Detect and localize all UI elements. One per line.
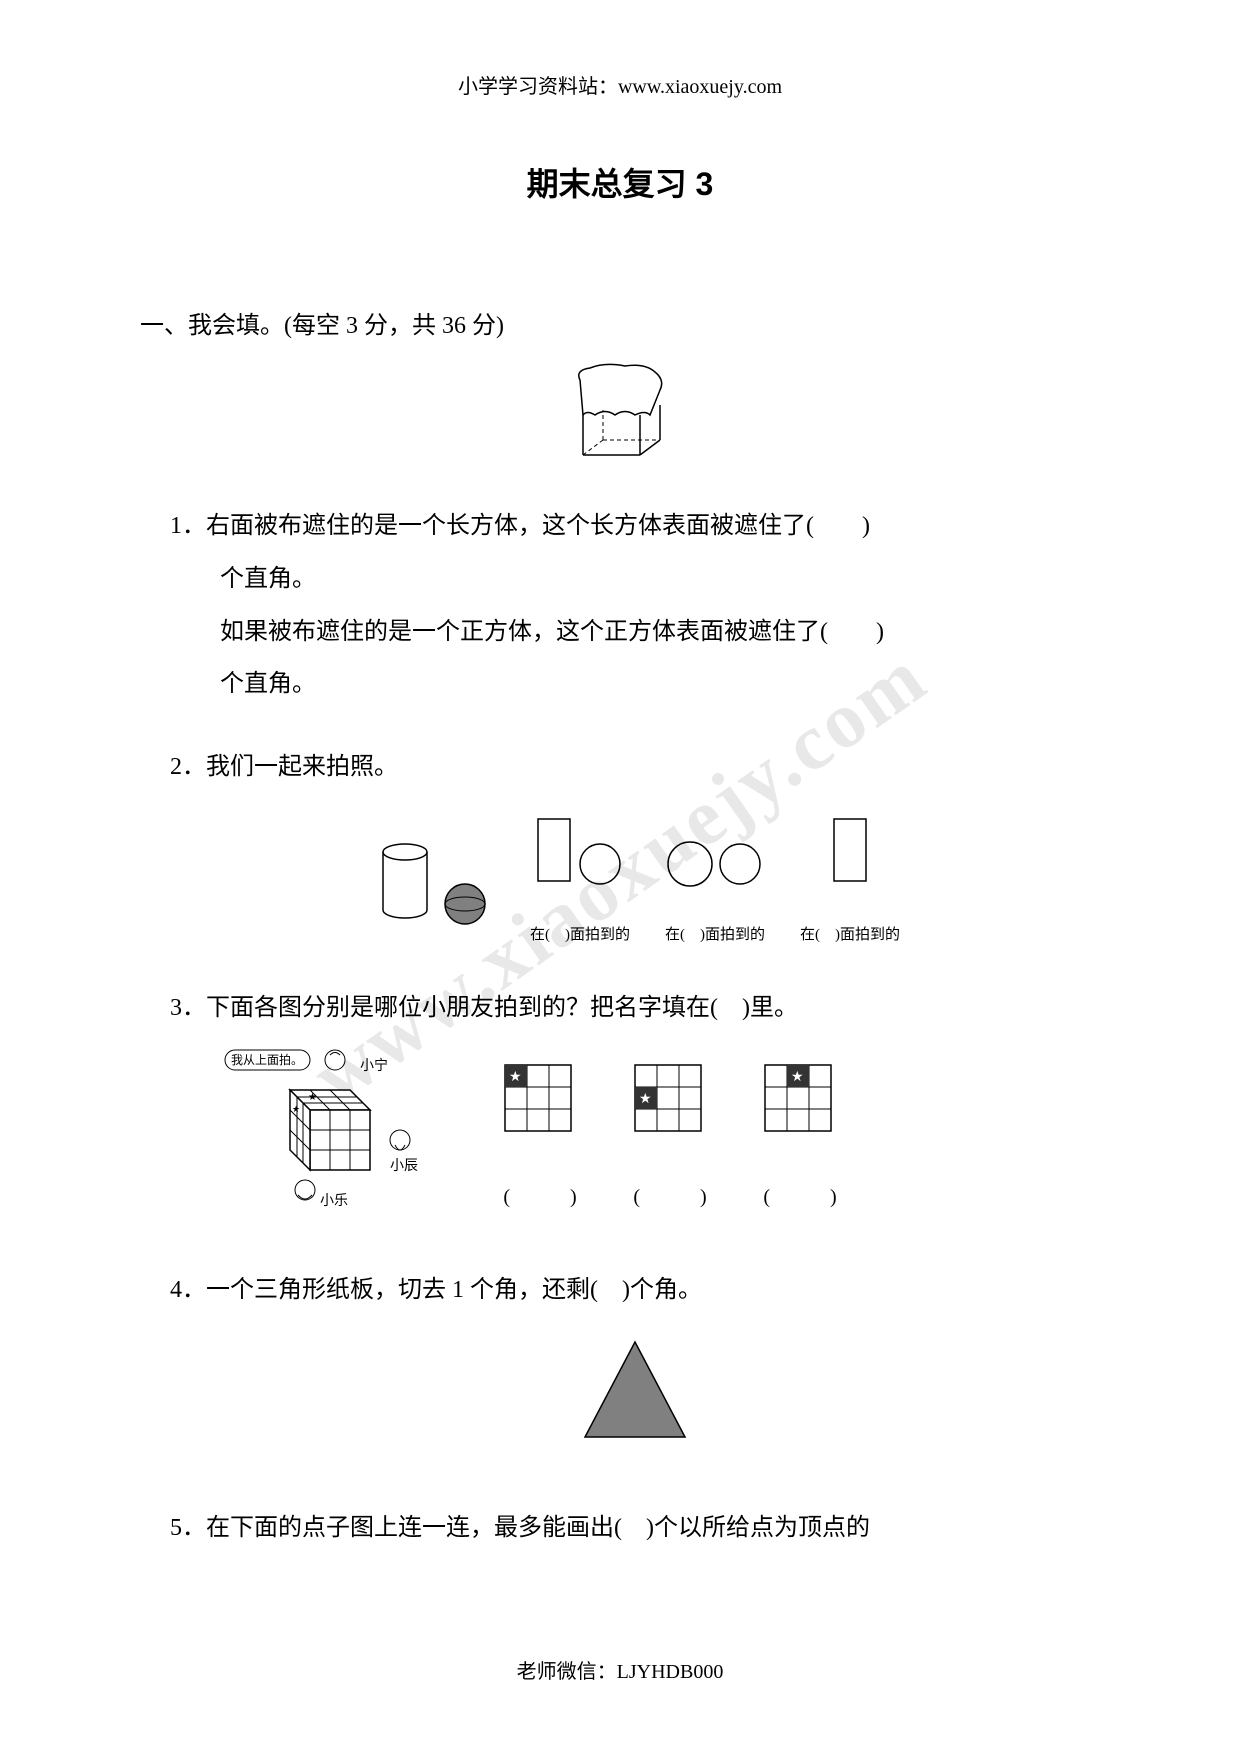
- question-2: 2．我们一起来拍照。: [140, 741, 1100, 952]
- q3-paren-2: ( ): [630, 1175, 710, 1219]
- question-5: 5．在下面的点子图上连一连，最多能画出( )个以所给点为顶点的: [140, 1502, 1100, 1555]
- q1-figure: [140, 360, 1100, 485]
- q4-figure: [170, 1332, 1100, 1472]
- q1-line3b: ): [876, 619, 884, 645]
- q3-paren-1: ( ): [500, 1175, 580, 1219]
- q1-line2: 个直角。: [170, 553, 1100, 606]
- q1-number: 1．: [170, 513, 206, 539]
- q3-name-1: 小宁: [360, 1057, 388, 1074]
- q2-cap2b: )面拍到的: [700, 927, 765, 943]
- q2-cap3a: 在(: [800, 927, 820, 943]
- q3-number: 3．: [170, 995, 206, 1021]
- q3-name-2: 小辰: [390, 1158, 418, 1174]
- q2-figures: 在( )面拍到的 在( )面拍到的 在( )面拍到的: [170, 809, 1100, 952]
- footer-text: 老师微信：LJYHDB000: [517, 1655, 724, 1684]
- q2-view-3: 在( )面拍到的: [800, 809, 900, 952]
- header-site-link: 小学学习资料站：www.xiaoxuejy.com: [140, 70, 1100, 99]
- q2-number: 2．: [170, 754, 206, 780]
- q3-paren-3: ( ): [760, 1175, 840, 1219]
- question-3: 3．下面各图分别是哪位小朋友拍到的？把名字填在( )里。 我从上面拍。 小宁: [140, 982, 1100, 1235]
- q2-view-2: 在( )面拍到的: [660, 809, 770, 952]
- section-1-heading: 一、我会填。(每空 3 分，共 36 分): [140, 305, 1100, 340]
- q1-line3a: 如果被布遮住的是一个正方体，这个正方体表面被遮住了(: [220, 619, 828, 645]
- q3-grid-1: ★ ( ): [500, 1060, 580, 1219]
- q2-text: 我们一起来拍照。: [206, 754, 398, 780]
- q3-grid-2: ★ ( ): [630, 1060, 710, 1219]
- q3-texta: 下面各图分别是哪位小朋友拍到的？把名字填在(: [206, 995, 718, 1021]
- q2-cap1a: 在(: [530, 927, 550, 943]
- question-1: 1．右面被布遮住的是一个长方体，这个长方体表面被遮住了( ) 个直角。 如果被布…: [140, 500, 1100, 711]
- q3-textb: )里。: [742, 995, 798, 1021]
- q5-number: 5．: [170, 1515, 206, 1541]
- page-title: 期末总复习 3: [140, 159, 1100, 205]
- q5-texta: 在下面的点子图上连一连，最多能画出(: [206, 1515, 622, 1541]
- svg-text:★: ★: [509, 1070, 522, 1085]
- svg-text:★: ★: [292, 1104, 300, 1114]
- q1-line4: 个直角。: [170, 658, 1100, 711]
- q1-line1b: ): [862, 513, 870, 539]
- svg-text:★: ★: [791, 1070, 804, 1085]
- q2-cap1b: )面拍到的: [565, 927, 630, 943]
- q4-textb: )个角。: [622, 1277, 702, 1303]
- page-content: 小学学习资料站：www.xiaoxuejy.com 期末总复习 3 一、我会填。…: [140, 70, 1100, 1555]
- q4-texta: 一个三角形纸板，切去 1 个角，还剩(: [206, 1277, 598, 1303]
- q3-scene: 我从上面拍。 小宁 ★: [220, 1045, 450, 1235]
- q3-name-3: 小乐: [320, 1193, 348, 1209]
- q2-object: [370, 832, 500, 952]
- q1-line1a: 右面被布遮住的是一个长方体，这个长方体表面被遮住了(: [206, 513, 814, 539]
- svg-text:★: ★: [639, 1092, 652, 1107]
- q2-view-1: 在( )面拍到的: [530, 809, 630, 952]
- q2-cap2a: 在(: [665, 927, 685, 943]
- q5-textb: )个以所给点为顶点的: [646, 1515, 870, 1541]
- q2-cap3b: )面拍到的: [835, 927, 900, 943]
- q3-speech-text: 我从上面拍。: [231, 1052, 303, 1067]
- question-4: 4．一个三角形纸板，切去 1 个角，还剩( )个角。: [140, 1264, 1100, 1472]
- q4-number: 4．: [170, 1277, 206, 1303]
- q3-grid-3: ★ ( ): [760, 1060, 840, 1219]
- svg-text:★: ★: [308, 1092, 317, 1103]
- q3-figures: 我从上面拍。 小宁 ★: [220, 1045, 1100, 1235]
